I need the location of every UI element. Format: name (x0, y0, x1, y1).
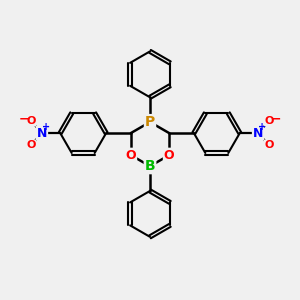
Text: O: O (164, 149, 174, 162)
Text: B: B (145, 159, 155, 173)
Text: +: + (258, 122, 266, 132)
Text: +: + (42, 122, 50, 132)
Text: N: N (37, 127, 47, 140)
Text: O: O (26, 140, 35, 150)
Text: −: − (271, 113, 281, 126)
Text: O: O (265, 140, 274, 150)
Text: O: O (265, 116, 274, 126)
Text: N: N (253, 127, 263, 140)
Text: −: − (19, 113, 29, 126)
Text: P: P (145, 115, 155, 129)
Text: O: O (126, 149, 136, 162)
Text: O: O (26, 116, 35, 126)
